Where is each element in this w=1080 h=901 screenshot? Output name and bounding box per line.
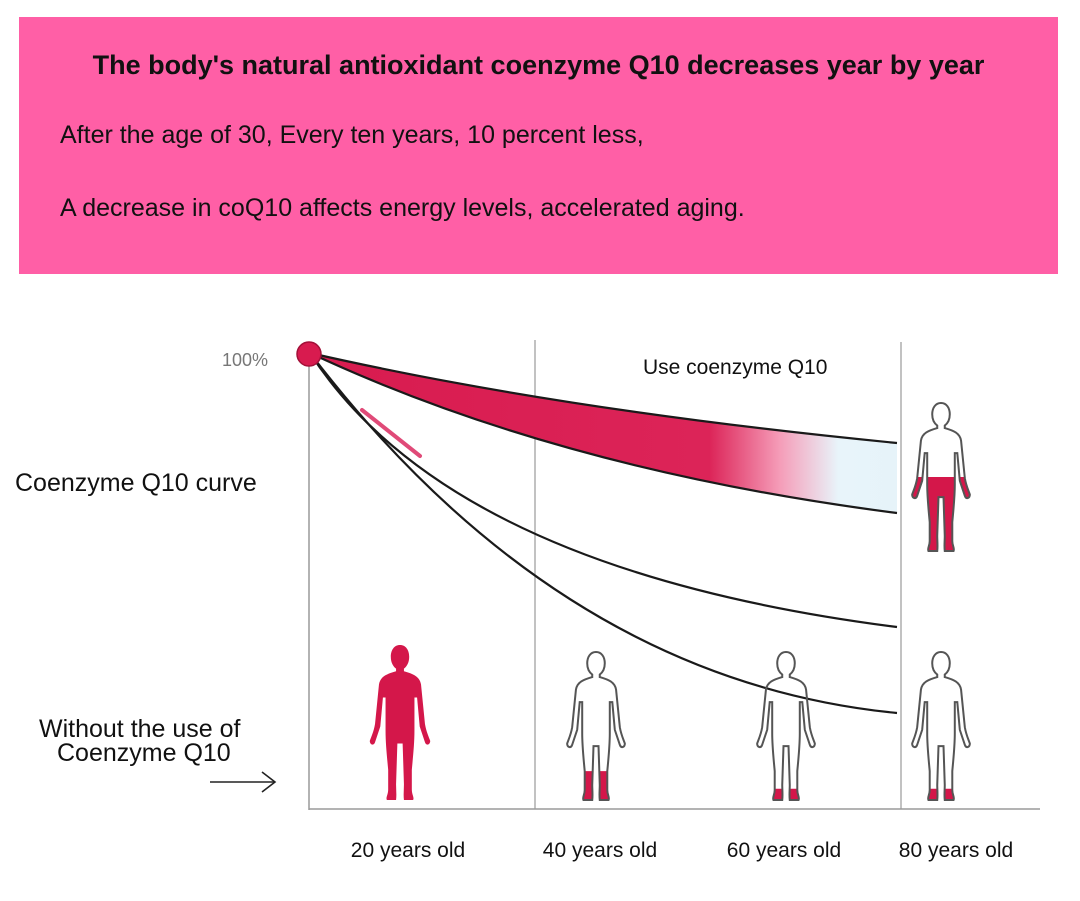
header-banner: The body's natural antioxidant coenzyme … <box>19 17 1058 274</box>
start-label: 100% <box>222 350 268 370</box>
without-label-line-1: Without the use of <box>39 715 241 743</box>
arrow-icon <box>210 771 277 793</box>
headline: The body's natural antioxidant coenzyme … <box>92 50 985 80</box>
body-figure <box>911 650 971 802</box>
x-tick-labels: 20 years old 40 years old 60 years old 80 y… <box>351 839 1013 862</box>
subline-2: A decrease in coQ10 affects energy level… <box>60 194 745 222</box>
without-label-line-2: Coenzyme Q10 <box>57 739 231 767</box>
use-coenzyme-band <box>310 353 897 513</box>
body-figure <box>756 650 816 802</box>
body-figure <box>566 650 626 802</box>
use-coenzyme-upper-curve <box>309 351 898 445</box>
x-tick-label: 80 years old <box>899 839 1013 862</box>
subline-1: After the age of 30, Every ten years, 10… <box>60 121 644 149</box>
no-coenzyme-highlight <box>360 408 422 458</box>
x-tick-label: 20 years old <box>351 839 465 862</box>
no-coenzyme-curve <box>309 352 898 715</box>
body-figures <box>369 401 971 802</box>
with-coenzyme-label: Use coenzyme Q10 <box>643 356 827 379</box>
start-marker <box>296 341 322 367</box>
x-tick-label: 60 years old <box>727 839 841 862</box>
y-axis-label: Coenzyme Q10 curve <box>15 469 257 497</box>
use-coenzyme-lower-curve <box>309 352 898 515</box>
body-figure <box>369 645 431 800</box>
x-tick-label: 40 years old <box>543 839 657 862</box>
body-figure <box>911 401 971 553</box>
